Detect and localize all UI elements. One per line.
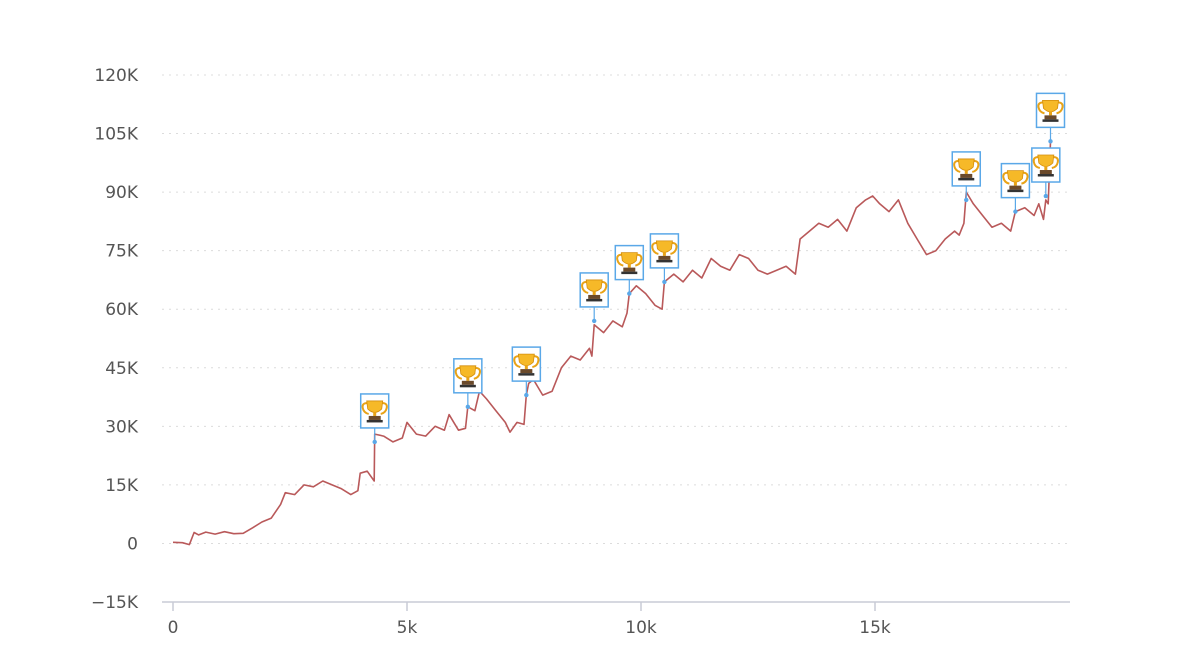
trophy-icon bbox=[953, 158, 980, 181]
y-tick-label: 120K bbox=[94, 66, 138, 86]
trophy-marker[interactable] bbox=[951, 151, 982, 203]
marker-point bbox=[524, 392, 529, 398]
trophy-icon bbox=[651, 240, 678, 263]
series-line-0 bbox=[172, 141, 1052, 546]
gridlines bbox=[162, 74, 1070, 544]
trophy-icon bbox=[581, 279, 608, 302]
marker-point bbox=[627, 291, 632, 296]
y-tick-label: 75K bbox=[105, 242, 139, 262]
trophy-marker[interactable] bbox=[1031, 147, 1061, 199]
trophy-marker[interactable] bbox=[1035, 92, 1066, 144]
marker-point bbox=[1013, 209, 1018, 214]
trophy-icon bbox=[454, 365, 481, 388]
series-layer bbox=[172, 141, 1052, 546]
x-tick-label: 10k bbox=[625, 618, 657, 638]
marker-point bbox=[662, 279, 667, 285]
trophy-marker[interactable] bbox=[579, 272, 609, 324]
trophy-marker[interactable] bbox=[614, 244, 645, 296]
marker-point bbox=[592, 318, 597, 324]
y-tick-label: 30K bbox=[105, 417, 139, 437]
y-tick-label: −15K bbox=[91, 593, 139, 613]
y-tick-label: 60K bbox=[105, 300, 139, 320]
axes: −15K 0 15K 30K 45K 60K 75K 90K 105K 120K 0 5k 10k 15k bbox=[91, 66, 1070, 638]
trophy-icon bbox=[1032, 154, 1059, 177]
x-tick-label: 15k bbox=[859, 618, 891, 638]
trophy-marker-box bbox=[649, 233, 680, 269]
trophy-marker[interactable] bbox=[649, 233, 680, 285]
marker-point bbox=[1043, 193, 1049, 199]
marker-point bbox=[465, 404, 471, 410]
trophy-icon bbox=[361, 400, 388, 423]
trophy-marker[interactable] bbox=[511, 346, 542, 398]
trophy-icon bbox=[616, 252, 643, 275]
marker-point bbox=[372, 439, 377, 445]
x-tick-label: 0 bbox=[168, 618, 179, 638]
trophy-marker[interactable] bbox=[453, 358, 483, 410]
y-tick-label: 15K bbox=[105, 476, 139, 496]
x-tick-label: 5k bbox=[397, 618, 418, 638]
trophy-marker[interactable] bbox=[359, 393, 390, 445]
y-tick-label: 0 bbox=[127, 534, 138, 554]
trophy-icon bbox=[1037, 99, 1064, 122]
y-tick-label: 90K bbox=[105, 183, 139, 203]
y-tick-label: 45K bbox=[105, 359, 139, 379]
trophy-icon bbox=[1002, 170, 1029, 193]
y-tick-label: 105K bbox=[94, 125, 138, 145]
trophy-marker[interactable] bbox=[1000, 162, 1031, 214]
trophy-markers bbox=[359, 92, 1066, 445]
trophy-icon bbox=[513, 353, 540, 376]
marker-point bbox=[964, 197, 969, 203]
marker-point bbox=[1048, 139, 1053, 144]
